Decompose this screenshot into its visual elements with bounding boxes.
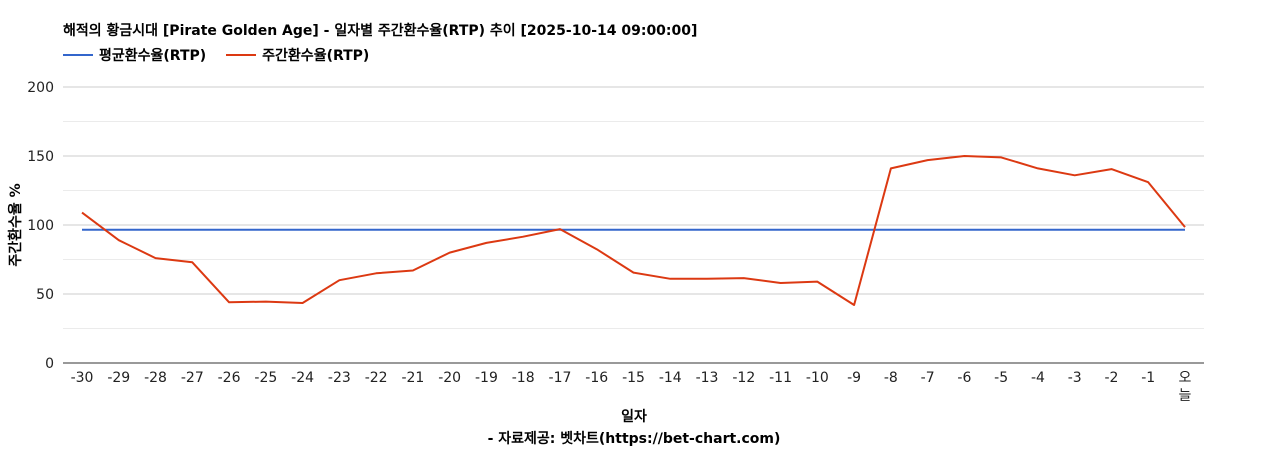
y-tick-label: 150 [27, 149, 54, 165]
source-note: - 자료제공: 벳차트(https://bet-chart.com) [487, 431, 781, 447]
x-tick-label: -24 [291, 370, 314, 386]
x-tick-label: -13 [696, 370, 719, 386]
x-tick-label: -15 [622, 370, 645, 386]
x-tick-label: -19 [475, 370, 498, 386]
y-axis-ticks: 0 50 100 150 200 [27, 80, 54, 372]
x-tick-label: -20 [438, 370, 461, 386]
legend-item-weekly-rtp[interactable]: 주간환수율(RTP) [226, 45, 369, 65]
x-tick-label: -12 [732, 370, 755, 386]
x-tick-label: -16 [585, 370, 608, 386]
legend: 평균환수율(RTP) 주간환수율(RTP) [63, 45, 389, 65]
x-tick-label: -18 [512, 370, 535, 386]
x-tick-label: -2 [1104, 370, 1118, 386]
gridlines [63, 86, 1204, 364]
x-tick-label: -1 [1141, 370, 1155, 386]
x-tick-label: -11 [769, 370, 792, 386]
y-tick-label: 200 [27, 80, 54, 96]
x-tick-label: -28 [144, 370, 167, 386]
y-tick-label: 50 [36, 287, 54, 303]
x-tick-label: -23 [328, 370, 351, 386]
x-tick-label: -9 [847, 370, 861, 386]
legend-swatch-weekly-rtp [226, 54, 257, 56]
x-tick-label: -29 [107, 370, 130, 386]
x-tick-label: -8 [884, 370, 898, 386]
x-tick-label: -3 [1068, 370, 1082, 386]
x-axis-ticks: -30 -29 -28 -27 -26 -25 -24 -23 -22 -21 -20 -19 -18-… [71, 370, 1192, 404]
y-tick-label: 0 [45, 356, 54, 372]
legend-item-average-rtp[interactable]: 평균환수율(RTP) [63, 45, 206, 65]
x-tick-label: -27 [181, 370, 204, 386]
x-tick-label: -5 [994, 370, 1008, 386]
x-tick-label: -7 [921, 370, 935, 386]
x-axis-title: 일자 [621, 409, 647, 425]
y-tick-label: 100 [27, 218, 54, 234]
x-tick-label: -21 [401, 370, 424, 386]
x-tick-label: -25 [254, 370, 277, 386]
x-tick-label: -4 [1031, 370, 1045, 386]
x-tick-label: -22 [365, 370, 388, 386]
chart-title: 해적의 황금시대 [Pirate Golden Age] - 일자별 주간환수율… [63, 23, 698, 39]
series-lines [81, 155, 1186, 306]
legend-swatch-average-rtp [63, 54, 93, 56]
y-axis-title: 주간환수율 % [7, 183, 24, 266]
x-tick-label: -26 [218, 370, 241, 386]
x-tick-label: -17 [549, 370, 572, 386]
x-tick-label: -10 [806, 370, 829, 386]
x-tick-label: -30 [71, 370, 94, 386]
legend-label-weekly-rtp: 주간환수율(RTP) [262, 48, 370, 64]
legend-label-average-rtp: 평균환수율(RTP) [99, 48, 207, 64]
series-line-weekly-rtp[interactable] [81, 155, 1186, 306]
x-tick-label: -6 [957, 370, 971, 386]
x-tick-label: -14 [659, 370, 682, 386]
